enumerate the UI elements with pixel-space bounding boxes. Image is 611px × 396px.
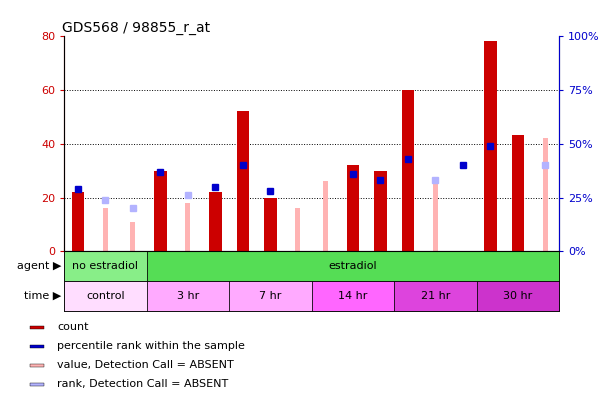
Bar — [147, 281, 229, 311]
Bar — [185, 203, 191, 251]
Bar — [154, 171, 167, 251]
Bar — [236, 111, 249, 251]
Bar — [64, 251, 147, 281]
Text: percentile rank within the sample: percentile rank within the sample — [57, 341, 245, 351]
Text: 30 hr: 30 hr — [503, 291, 532, 301]
Bar — [477, 281, 559, 311]
Bar — [229, 281, 312, 311]
Bar — [264, 198, 277, 251]
Text: time ▶: time ▶ — [24, 291, 61, 301]
Text: 3 hr: 3 hr — [177, 291, 199, 301]
Bar — [394, 281, 477, 311]
Bar — [147, 251, 559, 281]
Bar — [209, 192, 222, 251]
Text: rank, Detection Call = ABSENT: rank, Detection Call = ABSENT — [57, 379, 229, 389]
Bar — [323, 181, 328, 251]
Bar — [346, 165, 359, 251]
Bar — [64, 281, 147, 311]
Text: no estradiol: no estradiol — [72, 261, 139, 271]
Text: GDS568 / 98855_r_at: GDS568 / 98855_r_at — [62, 21, 210, 34]
Bar — [295, 208, 301, 251]
Bar — [30, 345, 45, 348]
Text: 7 hr: 7 hr — [259, 291, 282, 301]
Text: control: control — [86, 291, 125, 301]
Text: agent ▶: agent ▶ — [16, 261, 61, 271]
Bar — [312, 281, 394, 311]
Text: 21 hr: 21 hr — [420, 291, 450, 301]
Bar — [30, 383, 45, 386]
Text: count: count — [57, 322, 89, 332]
Bar — [401, 89, 414, 251]
Bar — [374, 171, 387, 251]
Bar — [103, 208, 108, 251]
Bar — [71, 192, 84, 251]
Bar — [30, 364, 45, 367]
Bar — [130, 222, 136, 251]
Text: estradiol: estradiol — [329, 261, 377, 271]
Bar — [484, 41, 497, 251]
Bar — [433, 184, 438, 251]
Text: value, Detection Call = ABSENT: value, Detection Call = ABSENT — [57, 360, 234, 370]
Text: 14 hr: 14 hr — [338, 291, 368, 301]
Bar — [511, 135, 524, 251]
Bar — [543, 138, 548, 251]
Bar — [30, 326, 45, 329]
